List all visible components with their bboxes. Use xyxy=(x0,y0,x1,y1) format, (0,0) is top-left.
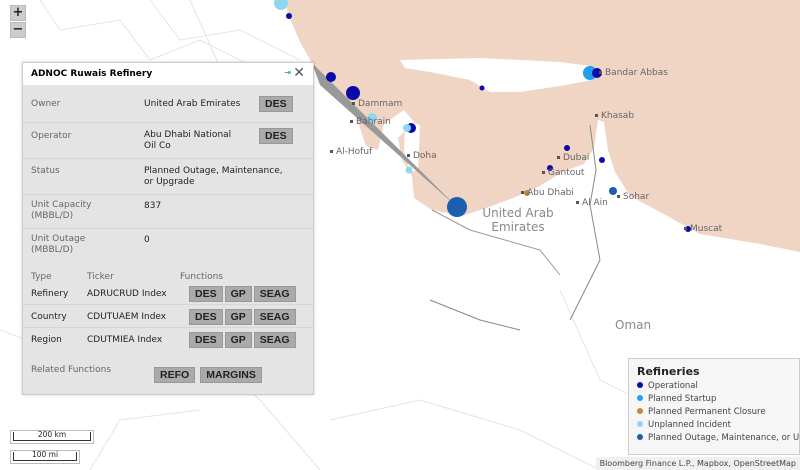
outage-value: 0 xyxy=(144,235,150,245)
city-label: Al Ain xyxy=(576,198,608,208)
legend-label: Unplanned Incident xyxy=(648,420,731,430)
city-label: Khasab xyxy=(595,111,634,121)
pin-icon[interactable]: ⇥ xyxy=(284,68,291,77)
table-row: Country CDUTUAEM Index DES GP SEAG xyxy=(23,306,313,328)
related-functions-label: Related Functions xyxy=(31,365,112,375)
refinery-marker-operational[interactable] xyxy=(346,86,360,100)
ticker-cell[interactable]: ADRUCRUD Index xyxy=(87,289,167,299)
capacity-label: Unit Capacity (MBBL/D) xyxy=(31,200,92,221)
refinery-marker-operational[interactable] xyxy=(479,85,485,91)
outage-label: Unit Outage (MBBL/D) xyxy=(31,234,86,255)
legend-label: Planned Outage, Maintenance, or Upgrade xyxy=(648,433,800,443)
refinery-marker-outage[interactable] xyxy=(447,197,467,217)
city-label: Muscat xyxy=(684,224,722,234)
city-label: Dammam xyxy=(352,99,402,109)
city-label: Sohar xyxy=(617,192,649,202)
refinery-popup: ADNOC Ruwais Refinery ⇥ ✕ Owner United A… xyxy=(22,62,314,395)
ticker-cell[interactable]: CDUTUAEM Index xyxy=(87,312,167,322)
legend-dot-icon xyxy=(637,421,643,427)
country-label-oman: Oman xyxy=(615,318,652,332)
refinery-marker-operational[interactable] xyxy=(564,145,570,151)
des-button[interactable]: DES xyxy=(189,309,223,325)
type-cell: Country xyxy=(31,312,67,322)
functions-header: Functions xyxy=(180,272,223,282)
legend-item[interactable]: Planned Outage, Maintenance, or Upgrade xyxy=(637,433,799,446)
country-label-uae: United Arab Emirates xyxy=(482,206,554,234)
table-row: Region CDUTMIEA Index DES GP SEAG xyxy=(23,329,313,351)
related-functions: REFO MARGINS xyxy=(154,363,262,383)
gp-button[interactable]: GP xyxy=(224,332,252,348)
refinery-marker-unplanned[interactable] xyxy=(274,0,288,10)
owner-value: United Arab Emirates xyxy=(144,99,241,109)
close-icon[interactable]: ✕ xyxy=(293,65,305,81)
ticker-cell[interactable]: CDUTMIEA Index xyxy=(87,335,163,345)
popup-title: ADNOC Ruwais Refinery xyxy=(31,69,153,79)
margins-button[interactable]: MARGINS xyxy=(200,367,262,383)
city-label: Doha xyxy=(407,151,437,161)
status-value: Planned Outage, Maintenance, or Upgrade xyxy=(144,166,283,187)
scale-bar-km: 200 km xyxy=(10,430,94,444)
table-row: Refinery ADRUCRUD Index DES GP SEAG xyxy=(23,283,313,305)
legend-item[interactable]: Unplanned Incident xyxy=(637,420,791,433)
legend-item[interactable]: Planned Permanent Closure xyxy=(637,407,791,420)
des-button[interactable]: DES xyxy=(189,286,223,302)
type-cell: Refinery xyxy=(31,289,69,299)
legend-title: Refineries xyxy=(637,365,700,378)
popup-header: ADNOC Ruwais Refinery ⇥ ✕ xyxy=(23,63,313,85)
outage-row: Unit Outage (MBBL/D) 0 xyxy=(23,229,313,263)
refinery-marker-operational[interactable] xyxy=(286,13,292,19)
legend-label: Operational xyxy=(648,381,698,391)
ticker-header: Ticker xyxy=(87,272,114,282)
seag-button[interactable]: SEAG xyxy=(253,309,296,325)
operator-row: Operator Abu Dhabi National Oil Co DES xyxy=(23,123,313,159)
city-label: Abu Dhabi xyxy=(521,188,574,198)
operator-des-button[interactable]: DES xyxy=(259,128,293,144)
seag-button[interactable]: SEAG xyxy=(253,286,296,302)
operator-label: Operator xyxy=(31,131,72,141)
legend-item[interactable]: Operational xyxy=(637,381,791,394)
gp-button[interactable]: GP xyxy=(224,309,252,325)
legend-dot-icon xyxy=(637,408,643,414)
legend-label: Planned Startup xyxy=(648,394,717,404)
type-cell: Region xyxy=(31,335,62,345)
city-label: Bandar Abbas xyxy=(599,68,668,78)
legend-label: Planned Permanent Closure xyxy=(648,407,766,417)
operator-value: Abu Dhabi National Oil Co xyxy=(144,130,232,151)
seag-button[interactable]: SEAG xyxy=(253,332,296,348)
refinery-marker-unplanned[interactable] xyxy=(405,166,413,174)
refinery-marker-unplanned[interactable] xyxy=(403,124,411,132)
refinery-marker-outage[interactable] xyxy=(609,187,617,195)
legend: Refineries Operational Planned Startup Pla… xyxy=(628,358,800,455)
refo-button[interactable]: REFO xyxy=(154,367,196,383)
zoom-out-button[interactable]: − xyxy=(10,22,26,38)
capacity-row: Unit Capacity (MBBL/D) 837 xyxy=(23,195,313,229)
capacity-value: 837 xyxy=(144,201,162,211)
legend-dot-icon xyxy=(637,382,643,388)
scale-bar-mi: 100 mi xyxy=(10,450,80,464)
owner-label: Owner xyxy=(31,99,61,109)
refinery-marker-operational[interactable] xyxy=(599,157,605,163)
owner-des-button[interactable]: DES xyxy=(259,96,293,112)
status-label: Status xyxy=(31,166,60,176)
refinery-marker-operational[interactable] xyxy=(326,72,336,82)
legend-item[interactable]: Planned Startup xyxy=(637,394,791,407)
city-label: Dubai xyxy=(557,153,589,163)
popup-pointer xyxy=(312,63,457,207)
zoom-in-button[interactable]: + xyxy=(10,5,26,21)
des-button[interactable]: DES xyxy=(189,332,223,348)
type-header: Type xyxy=(31,272,52,282)
owner-row: Owner United Arab Emirates DES xyxy=(23,85,313,123)
map-attribution[interactable]: Bloomberg Finance L.P., Mapbox, OpenStre… xyxy=(595,457,800,470)
status-row: Status Planned Outage, Maintenance, or U… xyxy=(23,159,313,195)
gp-button[interactable]: GP xyxy=(224,286,252,302)
legend-dot-icon xyxy=(637,395,643,401)
legend-dot-icon xyxy=(637,434,643,440)
city-label: Gantout xyxy=(542,168,584,178)
city-label: Bahrain xyxy=(350,117,391,127)
city-label: Al-Hofuf xyxy=(330,147,372,157)
